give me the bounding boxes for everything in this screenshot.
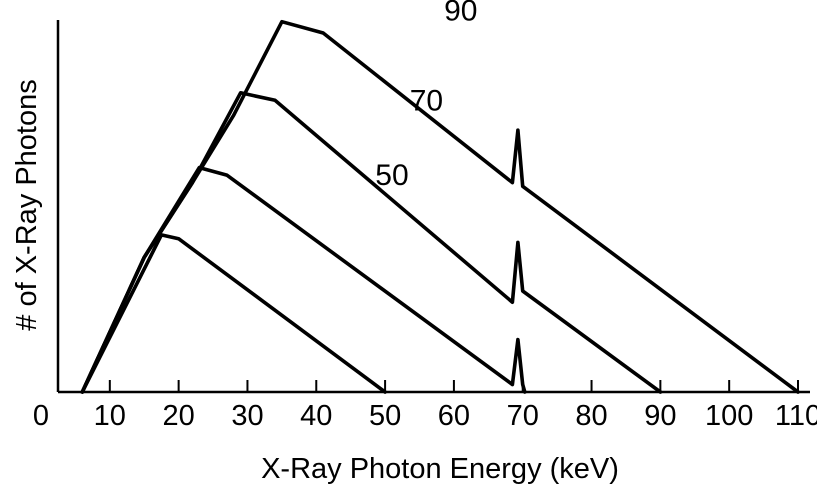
- x-tick-label: 20: [163, 400, 195, 432]
- spectrum-curve-110: [80, 19, 800, 394]
- y-axis-label: # of X-Ray Photons: [11, 79, 43, 330]
- x-axis-label: X-Ray Photon Energy (keV): [261, 453, 619, 485]
- x-tick-label: 30: [231, 400, 263, 432]
- x-tick-label: 40: [300, 400, 332, 432]
- x-tick-label: 100: [705, 400, 753, 432]
- x-tick-label: 60: [438, 400, 470, 432]
- curve-label-90: 90: [444, 0, 477, 28]
- x-ticks: 0 10 20 30 40 50 60 70 80 90 100 110: [33, 380, 817, 432]
- x-tick-label: 50: [369, 400, 401, 432]
- x-tick-label: 10: [94, 400, 126, 432]
- spectrum-curve-50: [80, 233, 387, 394]
- curves: [80, 19, 800, 394]
- curve-label-70: 70: [410, 84, 443, 117]
- x-tick-label: 0: [33, 400, 49, 432]
- x-tick-label: 70: [507, 400, 539, 432]
- curve-label-50: 50: [375, 159, 408, 192]
- spectrum-curve-90: [80, 91, 663, 394]
- x-tick-label: 110: [775, 400, 817, 432]
- x-tick-label: 80: [575, 400, 607, 432]
- spectrum-curve-70: [80, 165, 527, 394]
- x-tick-label: 90: [644, 400, 676, 432]
- curve-labels: 507090110: [375, 0, 477, 192]
